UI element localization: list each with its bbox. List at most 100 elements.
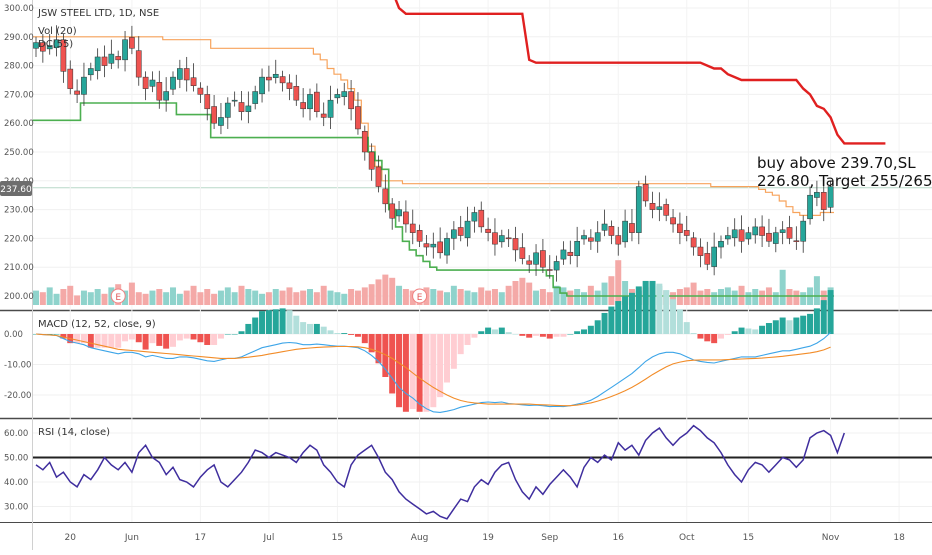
candle xyxy=(238,90,245,121)
candle-body xyxy=(505,237,512,240)
macd-histogram-bar xyxy=(574,331,581,334)
candle xyxy=(615,226,622,256)
macd-histogram-bar xyxy=(197,334,204,343)
candle-body xyxy=(156,82,163,101)
macd-histogram-bar xyxy=(656,283,663,334)
candle-body xyxy=(46,45,53,50)
candle-body xyxy=(87,68,94,76)
candle xyxy=(190,63,197,92)
vol-label: Vol (20) xyxy=(38,26,77,37)
candle xyxy=(437,227,443,259)
volume-bar xyxy=(622,281,629,305)
time-tick-label: 15 xyxy=(332,533,343,543)
volume-bar xyxy=(697,290,704,305)
macd-histogram-bar xyxy=(498,327,505,334)
volume-bar xyxy=(135,292,142,305)
candle xyxy=(361,125,368,161)
candle xyxy=(33,36,39,57)
volume-bar xyxy=(67,285,74,305)
volume-bar xyxy=(711,292,718,305)
candle xyxy=(46,33,53,55)
candle-body xyxy=(183,68,190,81)
candle xyxy=(457,215,464,242)
volume-bar xyxy=(163,292,170,305)
volume-bar xyxy=(286,287,293,305)
candle-body xyxy=(800,220,807,242)
candle-body xyxy=(725,235,731,240)
candle xyxy=(725,226,731,245)
candle-body xyxy=(204,94,211,110)
macd-histogram-bar xyxy=(772,320,779,334)
macd-histogram-bar xyxy=(163,334,170,349)
volume-bar xyxy=(539,289,546,305)
volume-bar xyxy=(533,290,540,305)
macd-histogram-bar xyxy=(827,290,834,334)
macd-histogram-bar xyxy=(245,323,252,334)
price-badge-label: 237.60 xyxy=(0,185,32,195)
trailing-stop-line xyxy=(394,0,886,145)
volume-bar xyxy=(505,285,512,305)
volume-bar xyxy=(752,289,759,305)
volume-bar xyxy=(779,269,786,305)
price-tick-label: 280.00 xyxy=(4,62,34,72)
candle xyxy=(451,221,457,250)
candle-body xyxy=(629,223,635,233)
volume-bar xyxy=(33,290,39,305)
macd-histogram-bar xyxy=(738,327,745,334)
candle-body xyxy=(567,251,574,256)
macd-histogram-bar xyxy=(341,333,348,334)
volume-bar xyxy=(53,293,60,305)
candle xyxy=(266,65,272,92)
macd-histogram-bar xyxy=(663,290,670,334)
macd-histogram-bar xyxy=(526,334,533,338)
volume-bar xyxy=(519,277,526,305)
time-tick-label: 19 xyxy=(482,533,494,543)
earnings-marker-label: E xyxy=(417,293,423,303)
candle-body xyxy=(389,203,396,219)
macd-histogram-bar xyxy=(94,334,101,348)
candle-body xyxy=(752,226,759,236)
candle xyxy=(772,226,779,253)
candle-body xyxy=(546,269,553,271)
volume-bar xyxy=(293,292,300,305)
candle xyxy=(279,70,286,92)
price-tick-label: 290.00 xyxy=(4,33,34,43)
candle xyxy=(533,244,539,276)
macd-histogram-bar xyxy=(101,334,108,348)
macd-histogram-bar xyxy=(361,334,368,344)
price-tick-label: 220.00 xyxy=(4,234,34,244)
macd-histogram-bar xyxy=(122,334,129,342)
rsi-tick-label: 60.00 xyxy=(4,429,28,439)
macd-histogram-bar xyxy=(649,280,656,334)
macd-histogram-bar xyxy=(53,334,60,335)
candle xyxy=(546,255,553,279)
candle-body xyxy=(231,99,238,102)
macd-histogram-bar xyxy=(759,325,766,334)
rsi-tick-label: 50.00 xyxy=(4,454,28,464)
volume-bar xyxy=(690,282,697,305)
candle-body xyxy=(690,237,697,248)
macd-histogram-bar xyxy=(437,334,444,398)
candle xyxy=(622,209,628,248)
candle-body xyxy=(601,223,608,231)
macd-histogram-bar xyxy=(156,334,163,346)
dc-label: DC(55) xyxy=(38,39,73,50)
candle-body xyxy=(286,82,293,89)
candle xyxy=(355,92,361,135)
candle-body xyxy=(464,220,471,239)
candle xyxy=(588,229,594,250)
candle-body xyxy=(581,235,587,240)
candle-body xyxy=(642,184,649,202)
volume-bar xyxy=(320,285,327,305)
macd-histogram-bar xyxy=(560,334,567,337)
candle-body xyxy=(485,228,491,233)
volume-bar xyxy=(80,290,87,305)
volume-bar xyxy=(375,279,382,305)
macd-histogram-bar xyxy=(265,310,272,334)
volume-bar xyxy=(313,292,320,305)
volume-bar xyxy=(211,293,218,305)
macd-histogram-bar xyxy=(581,329,587,334)
